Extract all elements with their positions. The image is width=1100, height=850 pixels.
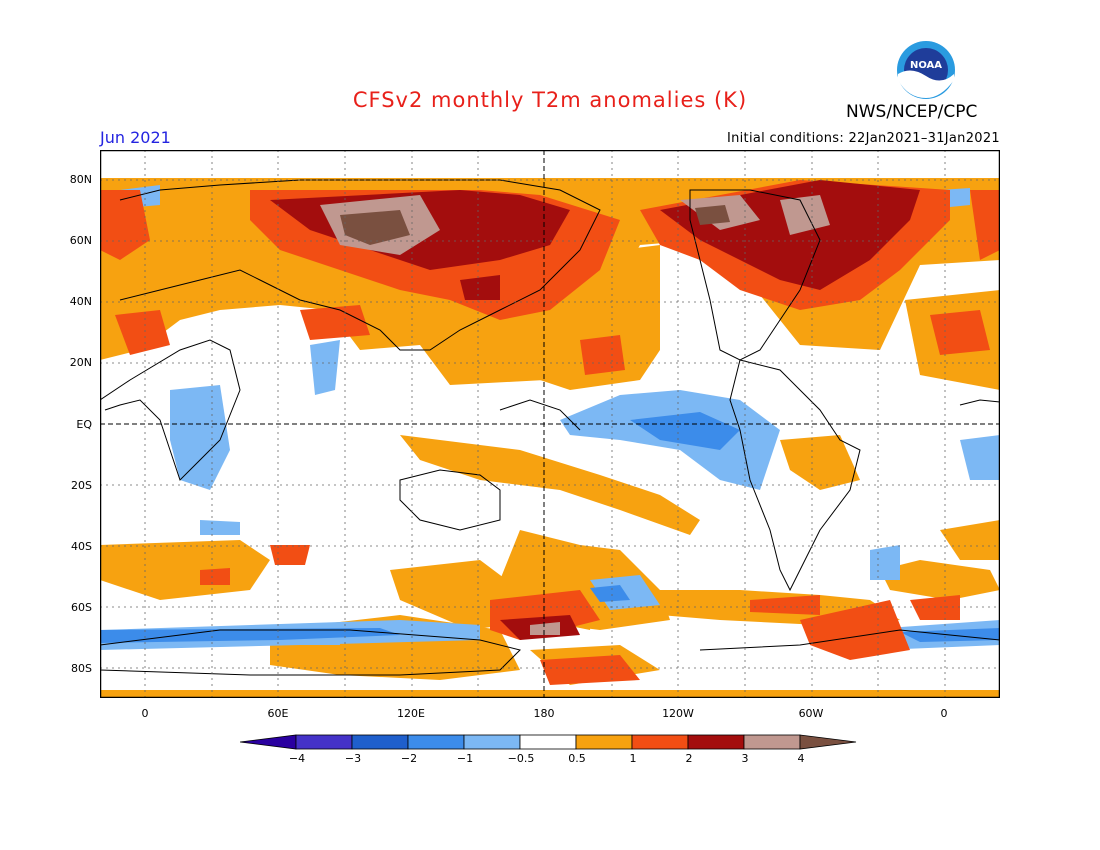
lon-label: 60W — [798, 707, 824, 720]
colorbar-segment — [463, 734, 521, 750]
coastlines — [100, 179, 1000, 676]
map-frame — [100, 150, 1000, 698]
colorbar-label: 1 — [629, 752, 637, 765]
colorbar-label: 4 — [797, 752, 805, 765]
colorbar-segment — [351, 734, 409, 750]
color-bar — [240, 734, 857, 750]
colorbar-segment — [575, 734, 633, 750]
anomaly-band-brown — [340, 205, 730, 245]
agency-label: NWS/NCEP/CPC — [846, 102, 978, 122]
colorbar-label: −2 — [400, 752, 418, 765]
lat-label: EQ — [76, 418, 92, 431]
lat-label: 80S — [71, 662, 92, 675]
noaa-logo-icon: NOAA — [897, 41, 955, 99]
colorbar-label: 0.5 — [568, 752, 586, 765]
colorbar-segment — [687, 734, 745, 750]
lat-label: 40S — [71, 540, 92, 553]
map-title: CFSv2 monthly T2m anomalies (K) — [352, 88, 748, 112]
lon-label: 120E — [397, 707, 425, 720]
colorbar-label: 3 — [741, 752, 749, 765]
colorbar-label: 2 — [685, 752, 693, 765]
colorbar-label: −3 — [344, 752, 362, 765]
lat-label: 60N — [69, 234, 92, 247]
colorbar-segment — [240, 734, 297, 750]
colorbar-segment — [799, 734, 857, 750]
lat-lon-grid — [100, 150, 1000, 698]
lat-label: 20N — [69, 356, 92, 369]
lon-label: 0 — [141, 707, 149, 720]
colorbar-segment — [407, 734, 465, 750]
anomaly-map-canvas — [100, 150, 1000, 698]
colorbar-label: −0.5 — [507, 752, 535, 765]
colorbar-segment — [295, 734, 353, 750]
lon-label: 0 — [940, 707, 948, 720]
colorbar-segment — [631, 734, 689, 750]
lat-label: 60S — [71, 601, 92, 614]
lon-label: 120W — [662, 707, 694, 720]
lat-label: 40N — [69, 295, 92, 308]
forecast-month: Jun 2021 — [100, 128, 171, 147]
lat-label: 20S — [71, 479, 92, 492]
colorbar-label: −1 — [456, 752, 474, 765]
lat-label: 80N — [69, 173, 92, 186]
anomaly-map — [100, 150, 1000, 698]
colorbar-segment — [743, 734, 801, 750]
anomaly-band-blue — [100, 412, 1000, 643]
lon-label: 60E — [267, 707, 289, 720]
equator-dateline — [100, 150, 1000, 698]
lon-label: 180 — [533, 707, 555, 720]
colorbar-label: −4 — [288, 752, 306, 765]
colorbar-segment — [519, 734, 577, 750]
initial-conditions: Initial conditions: 22Jan2021–31Jan2021 — [726, 131, 1000, 146]
svg-text:NOAA: NOAA — [910, 60, 942, 71]
